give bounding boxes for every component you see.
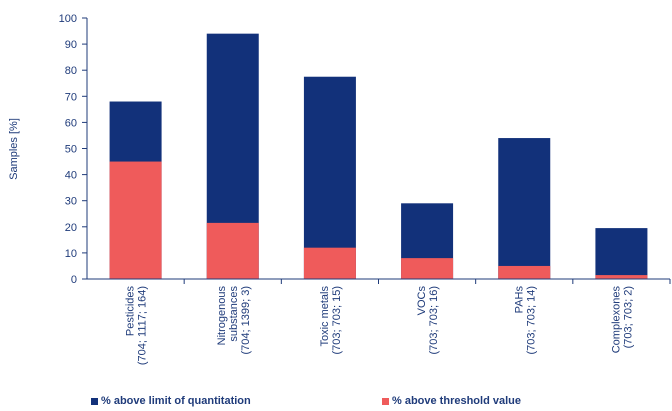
bar-threshold-value [206, 222, 259, 279]
bar-chart: Samples [%] 0 10 20 30 40 50 60 70 80 90 100 Pesti… [8, 13, 671, 366]
x-tick-label: Pesticides(704; 1117; 164) [125, 286, 149, 366]
y-tick-label: 50 [65, 144, 77, 156]
y-tick-label: 0 [71, 274, 77, 286]
x-tick-label: VOCs(703; 703; 16) [416, 286, 440, 355]
x-tick-label: Nitrogenoussubstances(704; 1399; 3) [216, 286, 252, 355]
x-tick-label: Toxic metals(703; 703; 15) [319, 286, 343, 355]
legend-item-threshold-value: % above threshold value [382, 395, 521, 407]
legend-swatch-threshold-value [382, 397, 389, 405]
y-tick-label: 90 [65, 39, 77, 51]
y-tick-label: 70 [65, 91, 77, 103]
bar-threshold-value [595, 275, 648, 279]
bar-limit-of-quantitation [498, 138, 551, 279]
bar-threshold-value [303, 247, 356, 279]
y-tick-label: 60 [65, 117, 77, 129]
legend-label-threshold-value: % above threshold value [392, 395, 521, 407]
bar-threshold-value [401, 258, 454, 279]
legend-label-limit-of-quantitation: % above limit of quantitation [101, 395, 251, 407]
legend-item-limit-of-quantitation: % above limit of quantitation [91, 395, 251, 407]
bar-threshold-value [498, 265, 551, 279]
bar-limit-of-quantitation [595, 228, 648, 279]
y-tick-label: 10 [65, 248, 77, 260]
y-tick-label: 30 [65, 196, 77, 208]
y-tick-label: 80 [65, 65, 77, 77]
x-tick-label: Complexones(703; 703; 2) [610, 286, 634, 354]
y-tick-label: 40 [65, 170, 77, 182]
bar-limit-of-quantitation [303, 76, 356, 279]
y-tick-label: 100 [59, 13, 77, 25]
chart-legend: % above limit of quantitation % above th… [0, 395, 672, 411]
legend-swatch-limit-of-quantitation [91, 397, 98, 405]
y-axis-label: Samples [%] [8, 118, 20, 180]
bar-threshold-value [109, 161, 162, 279]
y-tick-label: 20 [65, 222, 77, 234]
x-tick-label: PAHs(703; 703; 14) [513, 286, 537, 355]
